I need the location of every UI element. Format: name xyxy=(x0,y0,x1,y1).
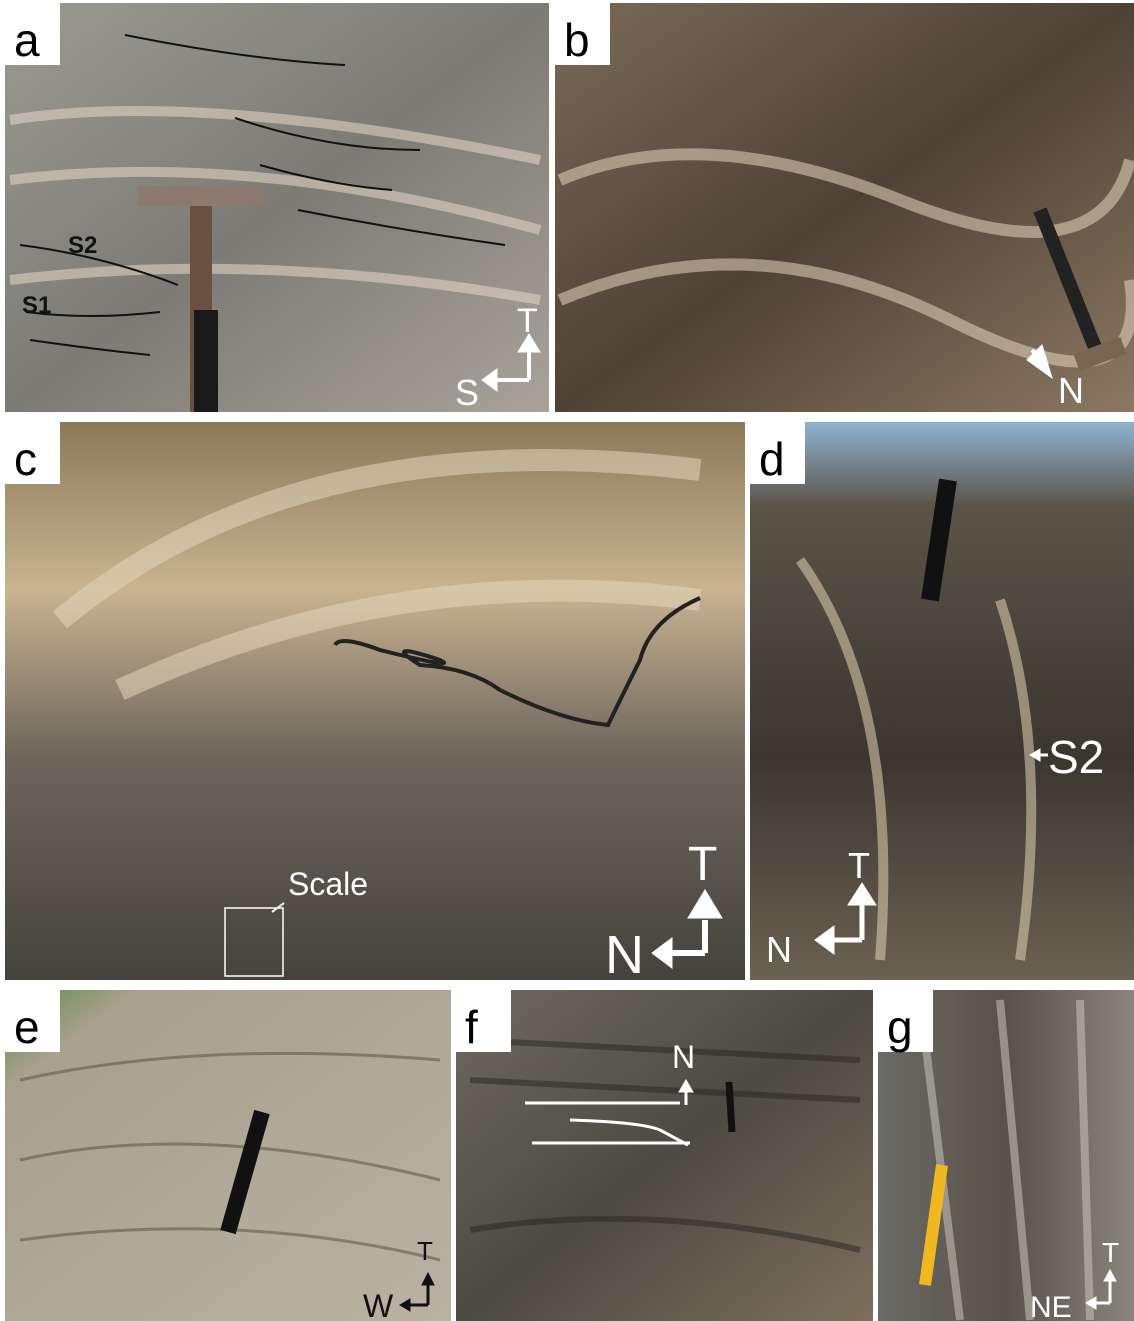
black-arrows xyxy=(399,1271,435,1312)
panel-label: g xyxy=(887,1001,913,1053)
annotation: T xyxy=(1102,1237,1119,1268)
annotation: N xyxy=(766,929,792,970)
panel-label: f xyxy=(465,1001,478,1053)
annotation: T xyxy=(517,302,538,340)
panel-label: d xyxy=(759,433,785,485)
texts: a b c d e f g S2 S1 T S N Scale T N S2 T… xyxy=(14,14,1119,1321)
photo-b xyxy=(555,3,1134,412)
panel-label: a xyxy=(14,14,40,66)
annotation: T xyxy=(848,845,870,886)
annotation: NE xyxy=(1030,1291,1072,1321)
panel-label: e xyxy=(14,1001,40,1053)
label-boxes xyxy=(5,3,933,1052)
annotation: S1 xyxy=(22,292,51,319)
arrows xyxy=(271,333,1053,1105)
rock-texture xyxy=(9,106,1134,1321)
white-arrows-g xyxy=(1085,1268,1117,1310)
annotation: T xyxy=(688,838,717,891)
annotation: S xyxy=(455,372,479,413)
panel-label: c xyxy=(14,433,37,485)
annotation: S2 xyxy=(1048,731,1104,783)
annotation: T xyxy=(417,1236,433,1266)
annotation: N xyxy=(1058,370,1084,411)
annotation: N xyxy=(605,925,644,985)
photo-c xyxy=(5,422,745,980)
annotation: S2 xyxy=(68,232,97,259)
annotation: W xyxy=(363,1288,394,1321)
annotation: N xyxy=(672,1039,695,1075)
panel-label: b xyxy=(564,14,590,66)
tools xyxy=(138,186,1127,1286)
annotation: Scale xyxy=(288,866,368,902)
trace-lines xyxy=(19,34,701,1147)
photo-e xyxy=(5,990,451,1321)
